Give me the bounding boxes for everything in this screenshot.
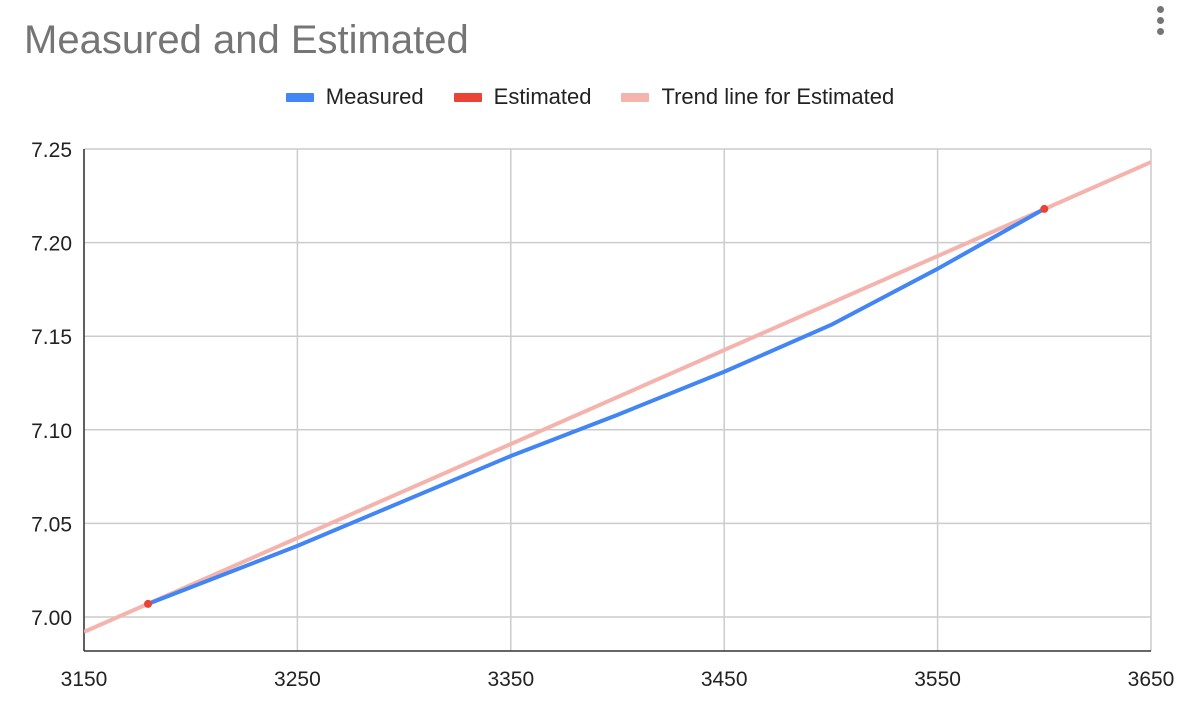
x-tick-label: 3250: [274, 668, 321, 691]
estimated-point: [144, 599, 153, 608]
y-tick-label: 7.05: [31, 513, 72, 536]
x-tick-label: 3450: [701, 668, 748, 691]
legend-swatch-trendline: [621, 92, 650, 102]
y-tick-label: 7.00: [31, 607, 72, 630]
y-tick-label: 7.20: [31, 233, 72, 256]
legend-swatch-measured: [285, 92, 314, 102]
legend-label-measured: Measured: [325, 84, 424, 109]
chart-title: Measured and Estimated: [24, 18, 469, 62]
x-tick-label: 3350: [487, 668, 534, 691]
legend-item-estimated[interactable]: Estimated: [453, 84, 592, 110]
legend-item-measured[interactable]: Measured: [285, 84, 424, 110]
x-tick-label: 3650: [1128, 668, 1175, 691]
legend-swatch-estimated: [453, 92, 482, 102]
legend-label-trendline: Trend line for Estimated: [661, 84, 895, 109]
more-options-icon[interactable]: [1148, 2, 1172, 38]
menu-dot: [1156, 16, 1164, 24]
y-tick-label: 7.10: [31, 420, 72, 443]
y-tick-label: 7.25: [31, 139, 72, 162]
x-tick-label: 3550: [914, 668, 961, 691]
y-tick-label: 7.15: [31, 326, 72, 349]
trendline-series: [84, 160, 1151, 634]
legend-item-trendline[interactable]: Trend line for Estimated: [621, 84, 894, 110]
measured-line-series: [147, 207, 1046, 606]
menu-dot: [1156, 5, 1164, 13]
x-tick-label: 3150: [61, 668, 108, 691]
estimated-point: [1040, 204, 1049, 213]
legend-label-estimated: Estimated: [493, 84, 592, 109]
menu-dot: [1156, 27, 1164, 35]
chart-legend: Measured Estimated Trend line for Estima…: [0, 84, 1180, 110]
